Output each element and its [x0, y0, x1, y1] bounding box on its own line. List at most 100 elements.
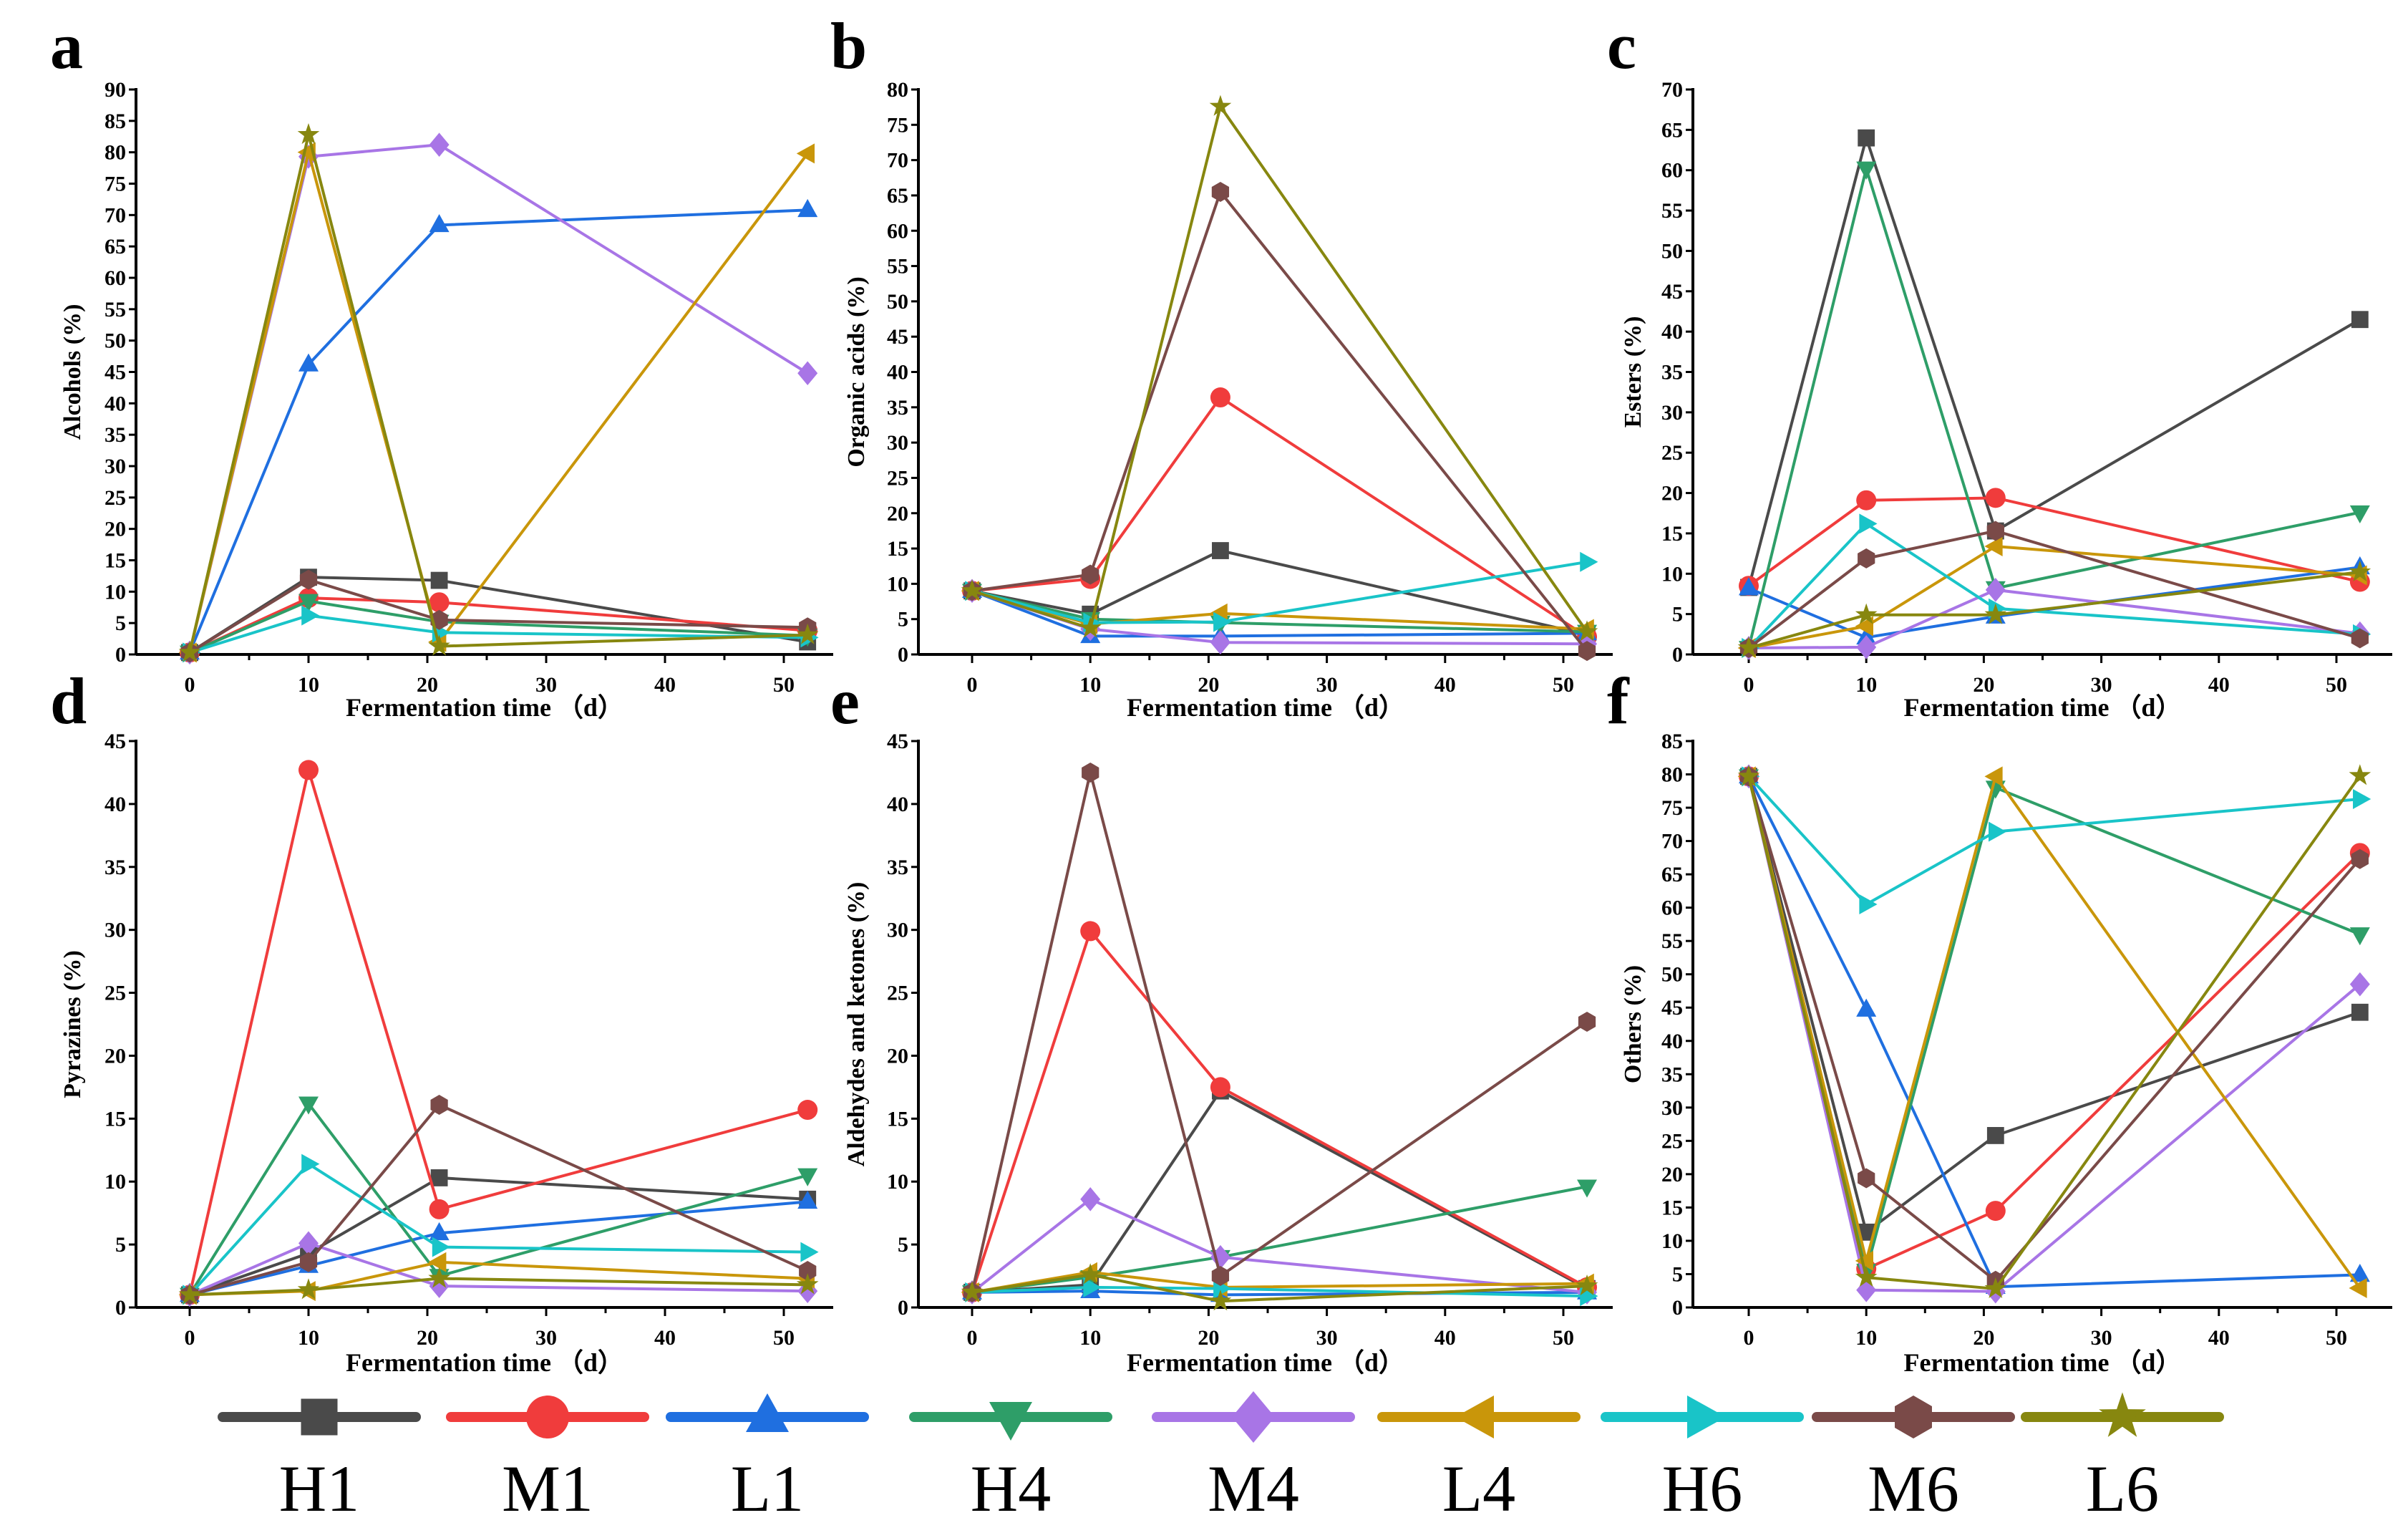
- legend-item-L6: L6: [2021, 1392, 2224, 1525]
- hexagon-icon: [1895, 1396, 1932, 1438]
- data-point-H6: [1989, 821, 2007, 842]
- y-tick-label: 60: [1661, 896, 1683, 920]
- x-tick-label: 50: [1553, 673, 1574, 697]
- series-H6: [1742, 513, 2371, 658]
- data-point-M1: [429, 1199, 450, 1219]
- data-point-H1: [1212, 542, 1229, 559]
- series-H1: [963, 1082, 1596, 1301]
- x-tick-label: 50: [773, 1326, 795, 1350]
- series-line-H1: [189, 1176, 808, 1297]
- y-tick-label: 65: [1661, 863, 1683, 886]
- y-axis-title: Others (%): [1620, 965, 1646, 1083]
- y-tick-label: 80: [105, 141, 126, 165]
- data-point-L6: [1855, 603, 1878, 624]
- x-tick-label: 40: [654, 673, 676, 697]
- series-L1: [180, 198, 818, 660]
- y-tick-label: 15: [1661, 1196, 1683, 1219]
- data-point-H1: [1986, 1127, 2004, 1144]
- legend-item-M1: M1: [446, 1396, 649, 1525]
- data-point-H6: [301, 1154, 320, 1174]
- data-point-M6: [2351, 848, 2369, 869]
- series-line-H4: [1747, 163, 2361, 649]
- legend-label: L6: [2086, 1452, 2159, 1525]
- data-point-L1: [2349, 1264, 2370, 1282]
- data-point-M1: [298, 760, 319, 780]
- x-tick-label: 10: [1079, 673, 1101, 697]
- panel-label: a: [50, 9, 83, 82]
- series-line-M1: [188, 764, 808, 1295]
- data-point-M6: [1211, 1266, 1230, 1287]
- x-tick-label: 30: [535, 1326, 557, 1350]
- data-point-M6: [1578, 641, 1596, 662]
- data-point-M6: [1858, 548, 1875, 569]
- y-tick-label: 70: [887, 149, 908, 173]
- x-tick-label: 20: [417, 1326, 438, 1350]
- data-point-L4: [2349, 1278, 2367, 1299]
- series-L6: [1737, 764, 2371, 1298]
- x-tick-label: 30: [535, 673, 557, 697]
- series-line-M6: [971, 772, 1588, 1293]
- series-line-M1: [971, 928, 1588, 1293]
- y-tick-label: 0: [1672, 643, 1683, 667]
- data-point-M4: [1856, 635, 1877, 659]
- data-point-L4: [796, 143, 815, 164]
- data-point-H6: [1859, 894, 1878, 914]
- y-tick-label: 0: [115, 643, 126, 667]
- series-M1: [180, 760, 818, 1305]
- x-tick-label: 40: [1434, 673, 1456, 697]
- y-tick-label: 15: [887, 1107, 908, 1131]
- legend-label: L1: [731, 1452, 804, 1525]
- data-point-L6: [796, 623, 819, 644]
- panel-label: c: [1607, 9, 1636, 82]
- y-tick-label: 5: [115, 1233, 126, 1257]
- legend-item-H4: H4: [909, 1402, 1112, 1525]
- data-point-H1: [1858, 1223, 1875, 1241]
- data-point-L6: [428, 634, 450, 656]
- y-tick-label: 25: [105, 486, 126, 510]
- panel-f: f 0 5 10 15 20 25 30 35 40 45 50 55 60 65 70 75 80 85 0 10 20…: [1607, 664, 2392, 1377]
- y-tick-label: 30: [105, 919, 126, 942]
- data-point-M4: [429, 132, 450, 157]
- series-L6: [1737, 560, 2371, 658]
- series-line-H1: [1747, 775, 2361, 1235]
- y-tick-label: 15: [105, 1107, 126, 1131]
- series-L1: [180, 1190, 818, 1302]
- series-line-L4: [188, 152, 809, 653]
- y-tick-label: 70: [1661, 78, 1683, 102]
- data-point-M4: [1080, 1187, 1101, 1211]
- legend-label: M6: [1868, 1452, 1959, 1525]
- series-L6: [178, 1267, 819, 1305]
- data-point-L6: [297, 1278, 320, 1300]
- data-point-M6: [1986, 521, 2004, 541]
- series-line-H4: [188, 1101, 808, 1296]
- star-icon: [2099, 1392, 2146, 1437]
- data-point-L1: [298, 353, 319, 372]
- x-tick-label: 0: [967, 673, 978, 697]
- panel-label: b: [830, 9, 867, 82]
- x-tick-label: 30: [2091, 1326, 2112, 1350]
- data-point-H4: [1577, 1179, 1598, 1198]
- y-tick-label: 25: [105, 982, 126, 1005]
- x-axis-title: Fermentation time （d）: [1127, 1348, 1404, 1377]
- y-tick-label: 50: [105, 329, 126, 353]
- series-line-M6: [188, 578, 808, 654]
- panel-a: a 0 5 10 15 20 25 30 35 40 45 50 55 60 65 70 75 80 85 90 0 10…: [50, 9, 833, 722]
- y-tick-label: 45: [1661, 280, 1683, 304]
- legend-item-L1: L1: [666, 1393, 869, 1525]
- series-line-L1: [1747, 775, 2360, 1289]
- panel-e: e 0 5 10 15 20 25 30 35 40 45 0 10 20 30 40 50 Fermentati…: [830, 664, 1613, 1377]
- data-point-H6: [1580, 551, 1598, 572]
- series-M6: [963, 182, 1596, 662]
- series-M4: [180, 1231, 818, 1307]
- data-point-L6: [961, 579, 984, 601]
- triangle-up-icon: [746, 1393, 789, 1432]
- legend-label: H1: [279, 1452, 359, 1525]
- series-line-M6: [971, 188, 1588, 652]
- series-line-M1: [971, 395, 1588, 639]
- y-tick-label: 20: [105, 1044, 126, 1068]
- data-point-H4: [298, 1096, 319, 1115]
- data-point-M1: [1210, 1077, 1230, 1098]
- series-line-M1: [1747, 496, 2361, 587]
- y-tick-label: 30: [887, 431, 908, 455]
- data-point-H6: [1213, 611, 1232, 632]
